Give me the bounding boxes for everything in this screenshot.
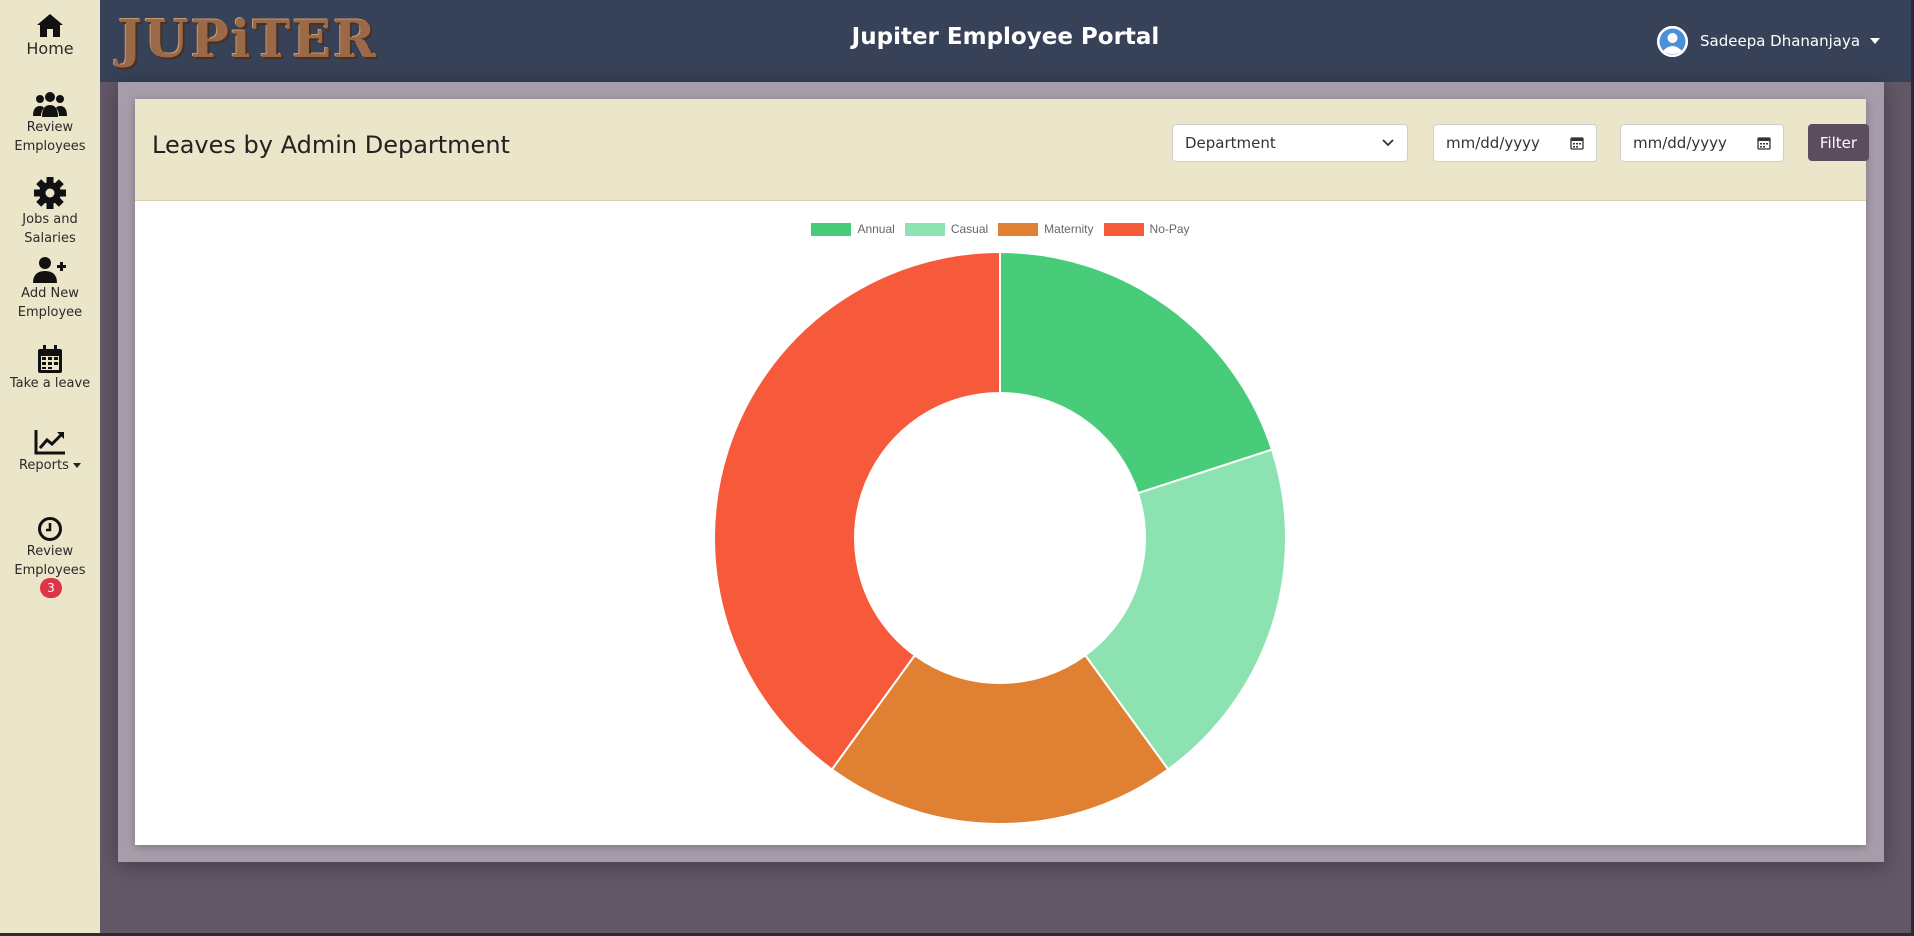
notification-badge: 3 (40, 578, 62, 598)
legend-item-maternity[interactable]: Maternity (998, 222, 1094, 236)
sidebar-item-review-employees[interactable]: Review Employees (0, 90, 100, 156)
sidebar-item-home[interactable]: Home (0, 12, 100, 59)
top-header: JUPiTER Jupiter Employee Portal Sadeepa … (100, 0, 1911, 82)
sidebar-item-review-employees-pending[interactable]: Review Employees (0, 516, 100, 580)
department-select[interactable]: Department (1172, 124, 1408, 162)
content-panel: Leaves by Admin Department Department mm… (118, 82, 1884, 862)
chart-line-icon (34, 430, 65, 455)
page-title: Jupiter Employee Portal (851, 24, 1160, 50)
sidebar-item-add-new-employee[interactable]: Add New Employee (0, 256, 100, 322)
slice-casual[interactable] (1083, 448, 1287, 771)
calendar-icon[interactable] (1570, 136, 1584, 150)
legend-swatch (998, 222, 1039, 236)
legend-label: No-Pay (1149, 222, 1190, 236)
sidebar-item-label: Add New Employee (17, 286, 83, 320)
chart-legend: Annual Casual Maternity No-Pay (135, 222, 1866, 236)
legend-swatch (1103, 222, 1144, 236)
chevron-down-icon (1382, 139, 1394, 147)
gear-icon (34, 177, 66, 209)
legend-item-no-pay[interactable]: No-Pay (1103, 222, 1190, 236)
jupiter-logo[interactable]: JUPiTER (118, 10, 378, 70)
sidebar-item-label: Jobs and Salaries (22, 212, 78, 246)
date-to-input[interactable]: mm/dd/yyyy (1620, 124, 1784, 162)
date-from-placeholder: mm/dd/yyyy (1446, 134, 1540, 152)
slice-maternity[interactable] (830, 653, 1170, 826)
report-card: Leaves by Admin Department Department mm… (135, 99, 1869, 845)
card-header: Leaves by Admin Department Department mm… (135, 99, 1869, 201)
users-icon (33, 92, 67, 117)
home-icon (37, 14, 63, 37)
legend-label: Casual (950, 222, 989, 236)
filter-button[interactable]: Filter (1808, 124, 1869, 161)
sidebar-item-label: Review Employees (14, 120, 86, 154)
card-title: Leaves by Admin Department (152, 131, 510, 159)
sidebar-item-label: Home (26, 39, 74, 58)
sidebar-item-label: Take a leave (9, 376, 91, 391)
slice-no-pay[interactable] (713, 250, 1001, 771)
sidebar-item-jobs-and-salaries[interactable]: Jobs and Salaries (0, 176, 100, 248)
user-menu[interactable]: Sadeepa Dhananjaya (1657, 25, 1881, 57)
user-name: Sadeepa Dhananjaya (1700, 32, 1861, 50)
sidebar: Home Review Employees (0, 0, 100, 933)
legend-swatch (904, 222, 945, 236)
legend-item-annual[interactable]: Annual (811, 222, 895, 236)
user-avatar-icon (1657, 25, 1688, 57)
caret-down-icon (1870, 38, 1881, 44)
legend-item-casual[interactable]: Casual (904, 222, 989, 236)
user-plus-icon (33, 257, 66, 283)
date-to-placeholder: mm/dd/yyyy (1633, 134, 1727, 152)
chart-area: Annual Casual Maternity No-Pay (135, 202, 1866, 845)
legend-swatch (811, 222, 852, 236)
sidebar-item-label: Review Employees (14, 544, 86, 578)
calendar-icon[interactable] (1757, 136, 1771, 150)
sidebar-item-take-a-leave[interactable]: Take a leave (0, 344, 100, 393)
slice-annual[interactable] (999, 250, 1274, 495)
legend-label: Annual (857, 222, 895, 236)
calendar-icon (38, 345, 62, 373)
legend-label: Maternity (1044, 222, 1094, 236)
department-select-value: Department (1185, 134, 1276, 152)
avatar (1657, 25, 1688, 57)
clock-icon (38, 517, 62, 541)
date-from-input[interactable]: mm/dd/yyyy (1433, 124, 1597, 162)
sidebar-item-label: Reports (0, 456, 100, 475)
doughnut-chart (713, 250, 1287, 826)
main-content: Leaves by Admin Department Department mm… (100, 82, 1911, 933)
chevron-down-icon (73, 463, 81, 468)
sidebar-item-reports[interactable]: Reports (0, 428, 100, 475)
